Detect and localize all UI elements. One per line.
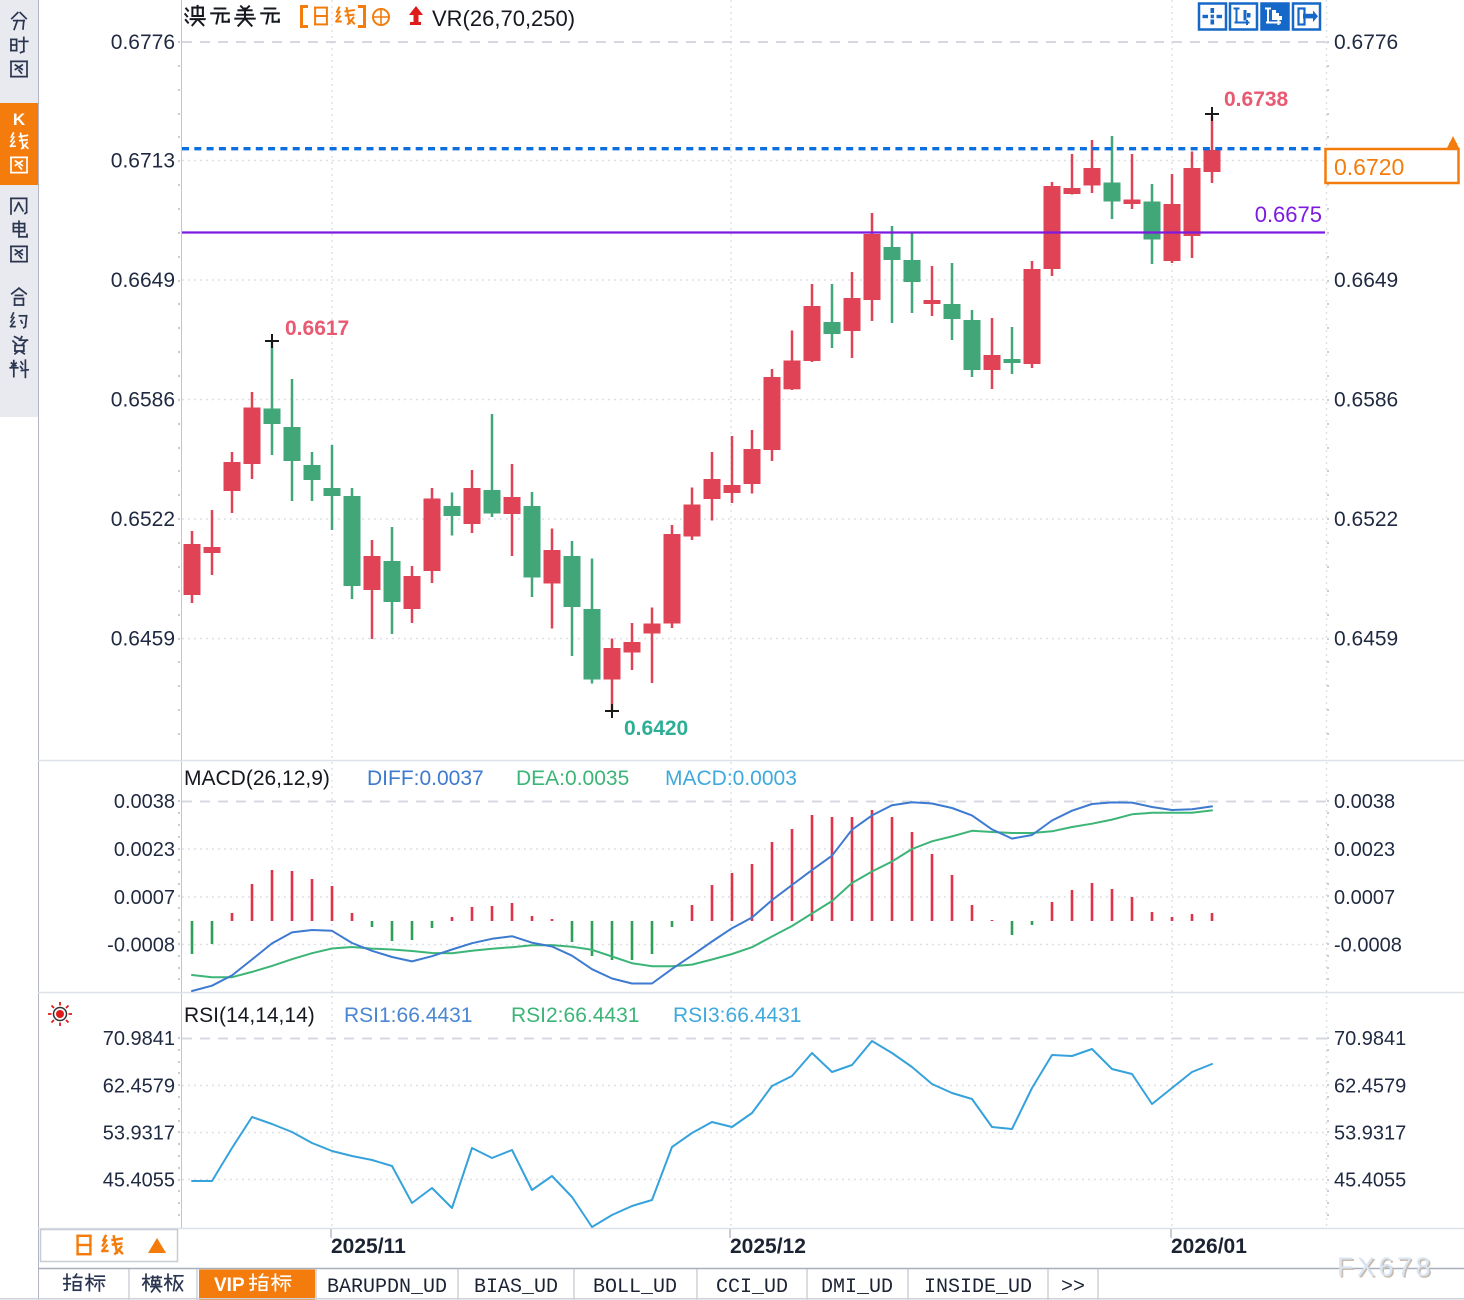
svg-text:DMI_UD: DMI_UD <box>821 1276 893 1299</box>
svg-text:RSI1:66.4431: RSI1:66.4431 <box>344 1004 472 1027</box>
svg-text:0.6776: 0.6776 <box>111 31 175 54</box>
svg-text:0.6738: 0.6738 <box>1224 88 1289 111</box>
svg-text:0.0007: 0.0007 <box>114 887 175 909</box>
svg-text:0.6720: 0.6720 <box>1334 154 1404 180</box>
svg-text:BARUPDN_UD: BARUPDN_UD <box>327 1276 447 1299</box>
svg-text:0.6586: 0.6586 <box>1334 389 1398 412</box>
svg-text:CCI_UD: CCI_UD <box>716 1276 788 1299</box>
svg-text:RSI(14,14,14): RSI(14,14,14) <box>184 1004 315 1027</box>
svg-text:62.4579: 62.4579 <box>1334 1076 1406 1098</box>
svg-text:RSI2:66.4431: RSI2:66.4431 <box>511 1004 639 1027</box>
svg-text:2025/11: 2025/11 <box>331 1235 406 1258</box>
svg-text:-0.0008: -0.0008 <box>1334 935 1402 957</box>
svg-text:0.6522: 0.6522 <box>1334 508 1398 531</box>
svg-text:62.4579: 62.4579 <box>103 1076 175 1098</box>
svg-text:53.9317: 53.9317 <box>103 1123 175 1145</box>
svg-text:0.6459: 0.6459 <box>111 628 175 651</box>
svg-text:FX678: FX678 <box>1337 1252 1434 1282</box>
svg-text:FX678: FX678 <box>1339 1254 1436 1284</box>
svg-text:0.6649: 0.6649 <box>111 269 175 292</box>
svg-text:0.6649: 0.6649 <box>1334 269 1398 292</box>
svg-text:VR(26,70,250): VR(26,70,250) <box>432 6 575 31</box>
svg-text:2025/12: 2025/12 <box>730 1235 806 1258</box>
svg-text:RSI3:66.4431: RSI3:66.4431 <box>673 1004 801 1027</box>
svg-text:70.9841: 70.9841 <box>103 1028 175 1050</box>
svg-text:0.6459: 0.6459 <box>1334 628 1398 651</box>
svg-text:DEA:0.0035: DEA:0.0035 <box>516 767 629 790</box>
svg-text:45.4055: 45.4055 <box>1334 1170 1406 1192</box>
svg-text:0.6776: 0.6776 <box>1334 31 1398 54</box>
svg-text:0.6675: 0.6675 <box>1255 202 1322 227</box>
svg-text:K: K <box>13 110 26 129</box>
svg-text:2026/01: 2026/01 <box>1171 1235 1247 1258</box>
svg-text:0.0007: 0.0007 <box>1334 887 1395 909</box>
svg-text:53.9317: 53.9317 <box>1334 1123 1406 1145</box>
svg-text:MACD(26,12,9): MACD(26,12,9) <box>184 767 330 790</box>
svg-text:0.6522: 0.6522 <box>111 508 175 531</box>
svg-text:0.6713: 0.6713 <box>111 150 175 173</box>
svg-text:0.0038: 0.0038 <box>1334 791 1395 813</box>
svg-text:MACD:0.0003: MACD:0.0003 <box>665 767 797 790</box>
svg-text:-0.0008: -0.0008 <box>107 935 175 957</box>
svg-text:VIP: VIP <box>214 1275 245 1296</box>
svg-text:BIAS_UD: BIAS_UD <box>474 1276 558 1299</box>
svg-text:0.6617: 0.6617 <box>285 317 349 340</box>
svg-text:DIFF:0.0037: DIFF:0.0037 <box>367 767 484 790</box>
svg-text:BOLL_UD: BOLL_UD <box>593 1276 677 1299</box>
svg-text:>>: >> <box>1061 1276 1085 1299</box>
svg-text:0.0023: 0.0023 <box>114 839 175 861</box>
svg-text:45.4055: 45.4055 <box>103 1170 175 1192</box>
svg-text:0.6586: 0.6586 <box>111 389 175 412</box>
svg-text:70.9841: 70.9841 <box>1334 1028 1406 1050</box>
svg-text:0.6420: 0.6420 <box>624 717 688 740</box>
svg-text:0.0023: 0.0023 <box>1334 839 1395 861</box>
svg-text:INSIDE_UD: INSIDE_UD <box>924 1276 1032 1299</box>
svg-text:0.0038: 0.0038 <box>114 791 175 813</box>
